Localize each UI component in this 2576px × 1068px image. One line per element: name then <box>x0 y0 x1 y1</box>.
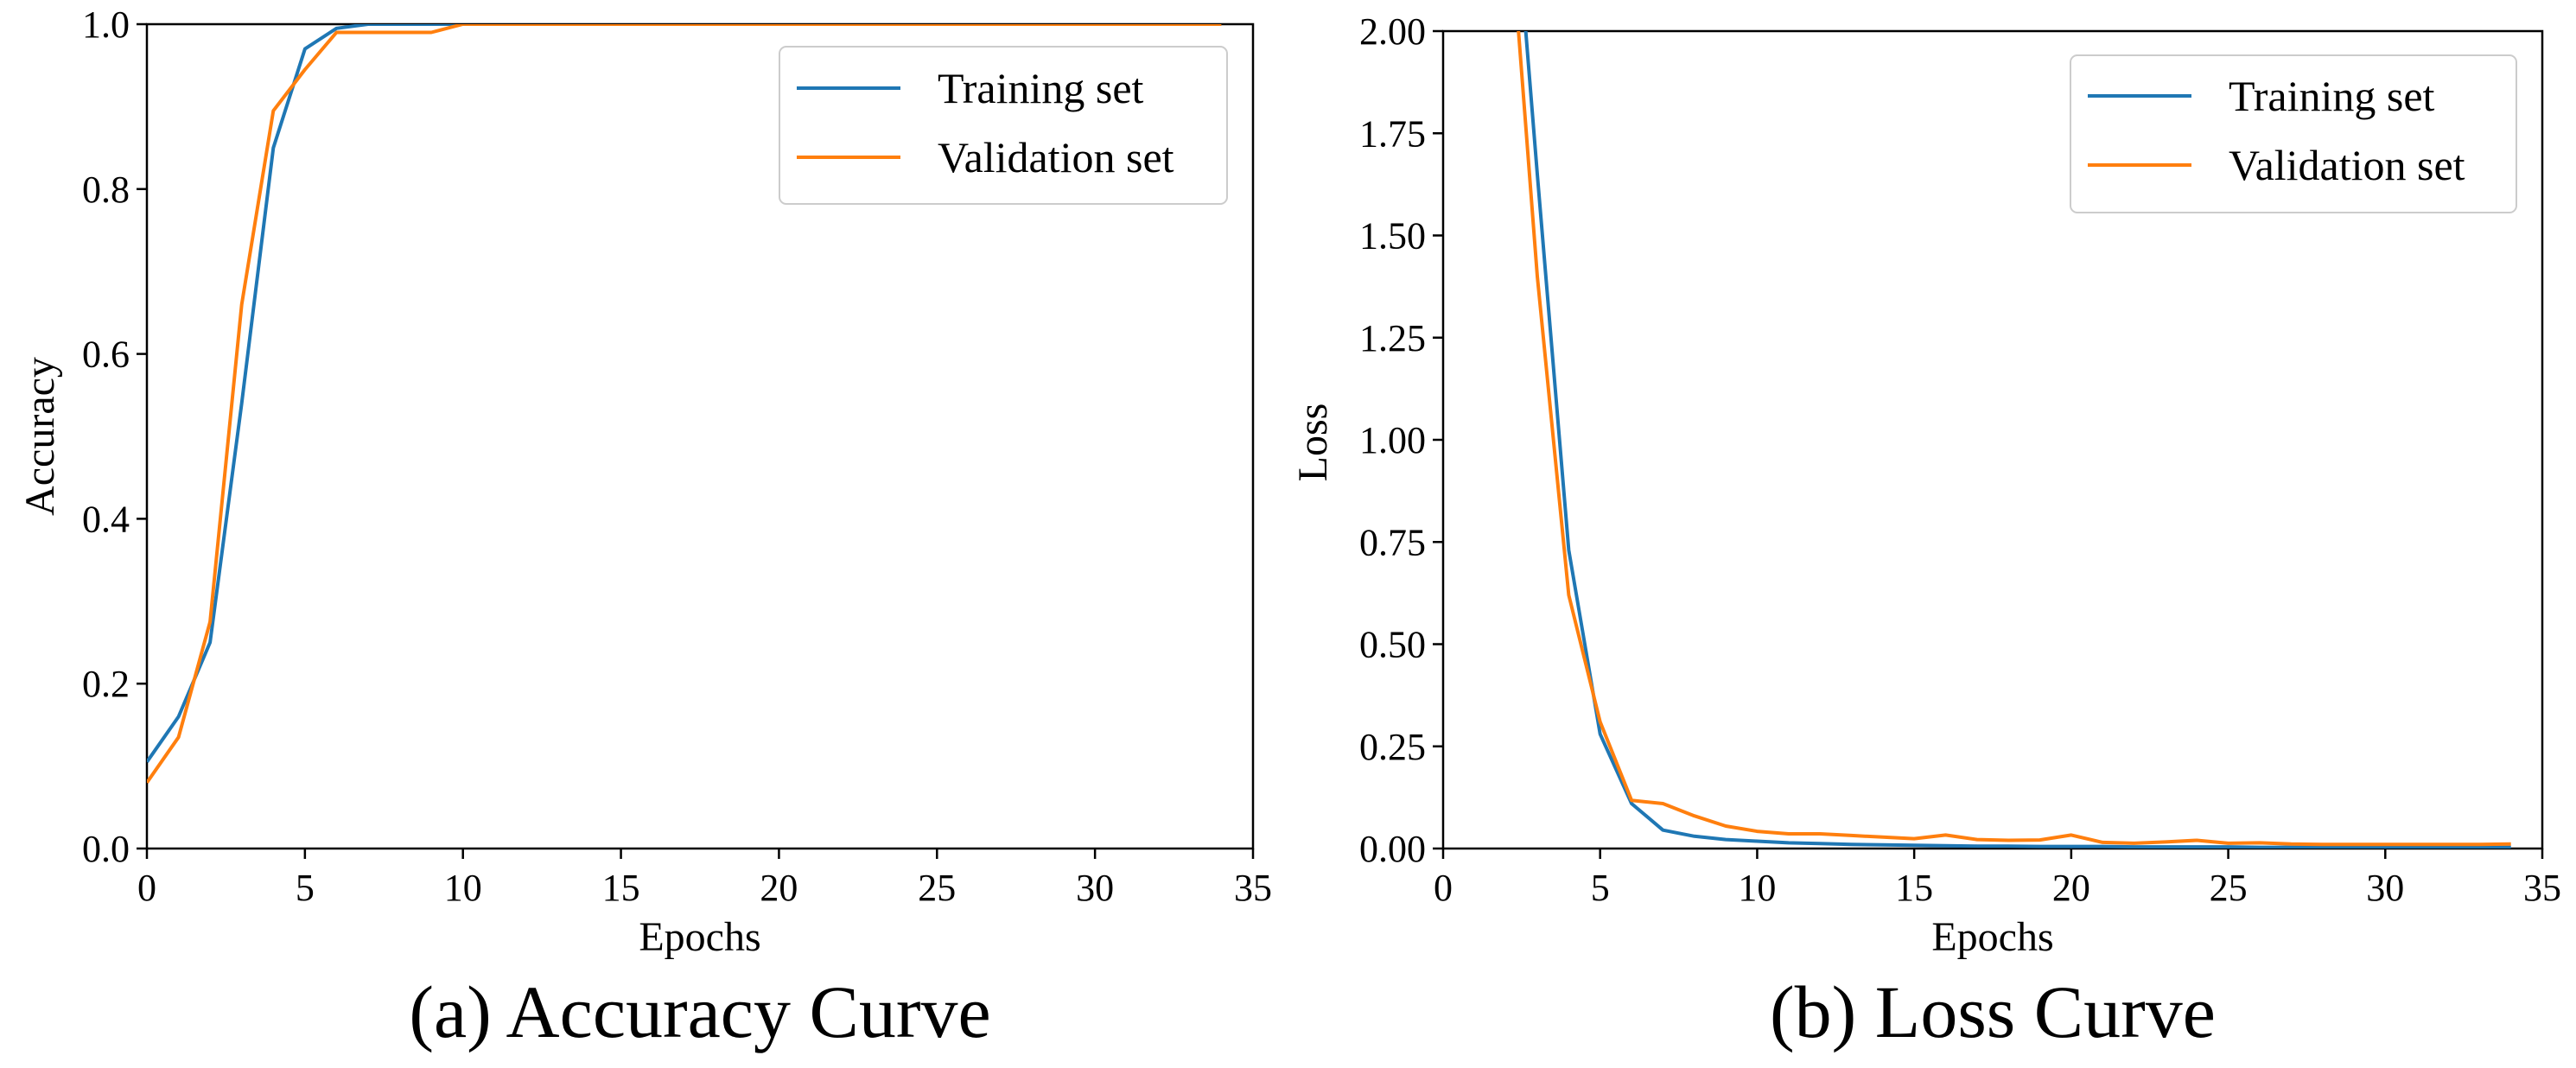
accuracy-caption: (a) Accuracy Curve <box>409 970 990 1053</box>
loss-legend-label-validation: Validation set <box>2229 141 2465 189</box>
loss-y-tick-label: 2.00 <box>1359 10 1426 53</box>
accuracy-x-tick-label: 20 <box>760 867 798 909</box>
accuracy-legend: Training set Validation set <box>779 46 1228 205</box>
loss-x-tick-label: 30 <box>2366 867 2404 909</box>
accuracy-legend-label-training: Training set <box>938 64 1144 112</box>
accuracy-x-tick-label: 25 <box>918 867 956 909</box>
loss-caption: (b) Loss Curve <box>1770 970 2216 1053</box>
loss-y-tick-label: 1.00 <box>1359 419 1426 461</box>
loss-series-line-validation <box>1517 31 2511 847</box>
accuracy-legend-label-validation: Validation set <box>938 133 1174 181</box>
accuracy-y-tick-label: 0.4 <box>82 498 130 540</box>
loss-x-tick-label: 35 <box>2523 867 2561 909</box>
loss-x-axis-label: Epochs <box>1931 914 2053 960</box>
accuracy-series-lines <box>147 24 1222 784</box>
loss-x-tick-label: 15 <box>1895 867 1933 909</box>
accuracy-x-axis-label: Epochs <box>639 914 760 960</box>
loss-y-ticks: 0.00 0.25 0.50 0.75 1.00 1.25 1.50 1.75 2.00 <box>1359 10 1443 870</box>
accuracy-legend-box <box>779 46 1228 205</box>
accuracy-y-axis-label: Accuracy <box>17 357 63 516</box>
loss-y-tick-label: 1.25 <box>1359 317 1426 359</box>
accuracy-x-tick-label: 10 <box>444 867 482 909</box>
loss-legend-label-training: Training set <box>2229 72 2435 120</box>
loss-x-tick-label: 5 <box>1591 867 1610 909</box>
loss-y-axis-label: Loss <box>1290 404 1336 482</box>
loss-y-tick-label: 1.75 <box>1359 112 1426 155</box>
loss-y-tick-label: 0.25 <box>1359 726 1426 768</box>
accuracy-y-tick-label: 1.0 <box>82 3 130 46</box>
accuracy-y-tick-label: 0.0 <box>82 828 130 870</box>
accuracy-y-tick-label: 0.2 <box>82 663 130 705</box>
loss-x-tick-label: 25 <box>2210 867 2248 909</box>
accuracy-x-tick-label: 35 <box>1234 867 1272 909</box>
accuracy-x-tick-label: 30 <box>1076 867 1114 909</box>
accuracy-series-line-validation <box>147 24 1222 784</box>
loss-x-ticks: 0 5 10 15 20 25 30 35 <box>1434 849 2561 909</box>
accuracy-chart: 0 5 10 15 20 25 30 35 0.0 0.2 0.4 0.6 0.8 1.0 Epochs… <box>17 3 1272 1053</box>
loss-series-line-training <box>1523 31 2511 849</box>
accuracy-series-line-training <box>147 24 1222 763</box>
accuracy-y-tick-label: 0.6 <box>82 334 130 376</box>
accuracy-y-tick-label: 0.8 <box>82 168 130 211</box>
accuracy-x-tick-label: 15 <box>602 867 640 909</box>
loss-series-lines <box>1517 31 2511 849</box>
loss-chart: 0 5 10 15 20 25 30 35 0.00 0.25 0.50 0.75 1.00 1.25 1… <box>1290 10 2561 1053</box>
accuracy-y-ticks: 0.0 0.2 0.4 0.6 0.8 1.0 <box>82 3 147 870</box>
loss-y-tick-label: 0.75 <box>1359 521 1426 563</box>
accuracy-x-ticks: 0 5 10 15 20 25 30 35 <box>137 849 1272 909</box>
loss-y-tick-label: 1.50 <box>1359 215 1426 257</box>
accuracy-x-tick-label: 5 <box>296 867 315 909</box>
loss-x-tick-label: 20 <box>2052 867 2090 909</box>
loss-x-tick-label: 0 <box>1434 867 1453 909</box>
loss-y-tick-label: 0.50 <box>1359 624 1426 666</box>
loss-legend: Training set Validation set <box>2070 54 2517 213</box>
accuracy-x-tick-label: 0 <box>137 867 156 909</box>
loss-y-tick-label: 0.00 <box>1359 828 1426 870</box>
loss-x-tick-label: 10 <box>1738 867 1776 909</box>
